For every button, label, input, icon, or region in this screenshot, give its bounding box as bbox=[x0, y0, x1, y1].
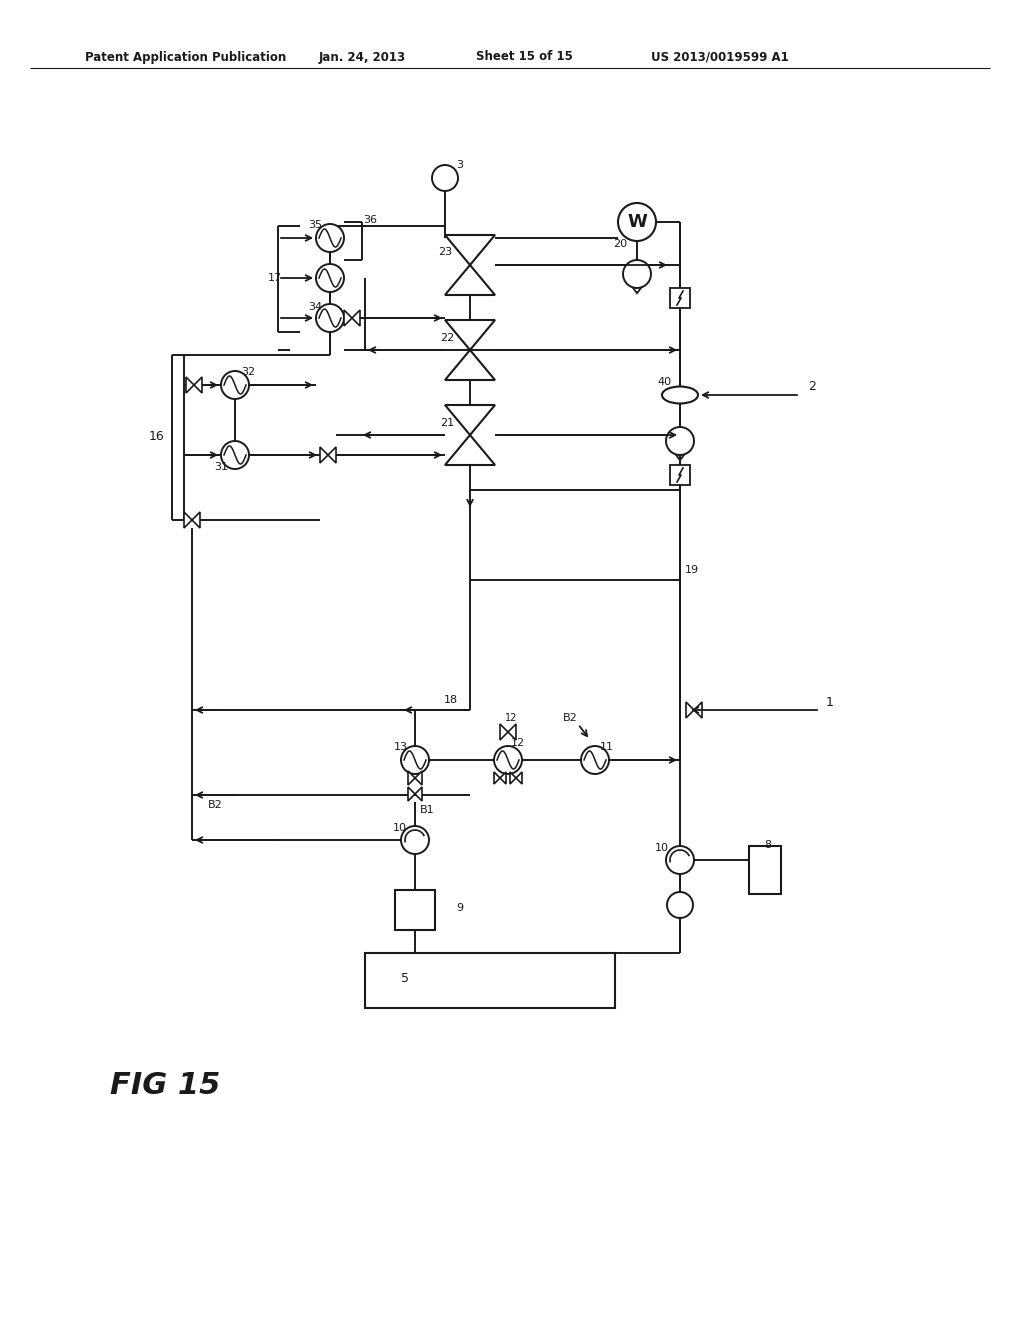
Polygon shape bbox=[415, 771, 422, 785]
Circle shape bbox=[666, 846, 694, 874]
Text: 10: 10 bbox=[393, 822, 407, 833]
Circle shape bbox=[623, 260, 651, 288]
Polygon shape bbox=[408, 771, 415, 785]
Polygon shape bbox=[328, 447, 336, 463]
Text: 2: 2 bbox=[808, 380, 816, 393]
Text: B1: B1 bbox=[420, 805, 434, 814]
Polygon shape bbox=[500, 772, 506, 784]
Text: 21: 21 bbox=[440, 418, 454, 428]
Text: FIG 15: FIG 15 bbox=[110, 1071, 220, 1100]
Text: 34: 34 bbox=[308, 302, 323, 312]
Text: 16: 16 bbox=[150, 430, 165, 444]
Polygon shape bbox=[184, 512, 193, 528]
Text: Sheet 15 of 15: Sheet 15 of 15 bbox=[475, 50, 572, 63]
Text: 36: 36 bbox=[362, 215, 377, 224]
Circle shape bbox=[618, 203, 656, 242]
Bar bbox=[365, 953, 615, 1007]
Text: 9: 9 bbox=[457, 903, 464, 913]
Circle shape bbox=[316, 304, 344, 333]
Polygon shape bbox=[415, 787, 422, 801]
Text: Jan. 24, 2013: Jan. 24, 2013 bbox=[318, 50, 406, 63]
Text: 12: 12 bbox=[505, 713, 517, 723]
Text: 19: 19 bbox=[685, 565, 699, 576]
Text: 13: 13 bbox=[394, 742, 408, 752]
Polygon shape bbox=[516, 772, 522, 784]
Text: 40: 40 bbox=[657, 378, 671, 387]
Polygon shape bbox=[510, 772, 516, 784]
Text: 3: 3 bbox=[457, 160, 464, 170]
Text: 11: 11 bbox=[600, 742, 614, 752]
Polygon shape bbox=[186, 378, 194, 393]
Polygon shape bbox=[500, 723, 508, 741]
Text: 22: 22 bbox=[440, 333, 454, 343]
Bar bbox=[670, 465, 690, 484]
Polygon shape bbox=[408, 787, 415, 801]
Circle shape bbox=[316, 224, 344, 252]
Text: 18: 18 bbox=[443, 696, 458, 705]
Text: 35: 35 bbox=[308, 220, 322, 230]
Polygon shape bbox=[194, 378, 202, 393]
Polygon shape bbox=[508, 723, 516, 741]
Text: 20: 20 bbox=[613, 239, 627, 249]
Ellipse shape bbox=[662, 387, 698, 404]
Text: 31: 31 bbox=[214, 462, 228, 473]
Circle shape bbox=[581, 746, 609, 774]
Text: Patent Application Publication: Patent Application Publication bbox=[85, 50, 287, 63]
Polygon shape bbox=[686, 702, 694, 718]
Polygon shape bbox=[445, 265, 495, 294]
Text: 10: 10 bbox=[655, 843, 669, 853]
Bar bbox=[670, 288, 690, 308]
Text: 32: 32 bbox=[241, 367, 255, 378]
Polygon shape bbox=[629, 282, 645, 293]
Polygon shape bbox=[445, 436, 495, 465]
Circle shape bbox=[494, 746, 522, 774]
Bar bbox=[395, 890, 435, 931]
Circle shape bbox=[401, 826, 429, 854]
Text: 8: 8 bbox=[765, 840, 771, 850]
Text: 12: 12 bbox=[511, 738, 525, 748]
Circle shape bbox=[316, 264, 344, 292]
Text: B2: B2 bbox=[208, 800, 222, 810]
Text: 23: 23 bbox=[438, 247, 452, 257]
Circle shape bbox=[401, 746, 429, 774]
Text: B2: B2 bbox=[562, 713, 578, 723]
Text: 1: 1 bbox=[826, 696, 834, 709]
Polygon shape bbox=[352, 310, 360, 326]
Text: W: W bbox=[627, 213, 647, 231]
Circle shape bbox=[221, 371, 249, 399]
Polygon shape bbox=[445, 405, 495, 436]
Circle shape bbox=[432, 165, 458, 191]
Polygon shape bbox=[694, 702, 702, 718]
Circle shape bbox=[667, 892, 693, 917]
Polygon shape bbox=[344, 310, 352, 326]
Polygon shape bbox=[445, 235, 495, 265]
Polygon shape bbox=[445, 350, 495, 380]
Text: 17: 17 bbox=[268, 273, 282, 282]
Text: US 2013/0019599 A1: US 2013/0019599 A1 bbox=[651, 50, 788, 63]
Polygon shape bbox=[672, 449, 688, 461]
Polygon shape bbox=[319, 447, 328, 463]
Polygon shape bbox=[445, 319, 495, 350]
Polygon shape bbox=[494, 772, 500, 784]
Circle shape bbox=[666, 426, 694, 455]
Text: 5: 5 bbox=[401, 972, 409, 985]
Bar bbox=[749, 846, 781, 894]
Polygon shape bbox=[193, 512, 200, 528]
Circle shape bbox=[221, 441, 249, 469]
